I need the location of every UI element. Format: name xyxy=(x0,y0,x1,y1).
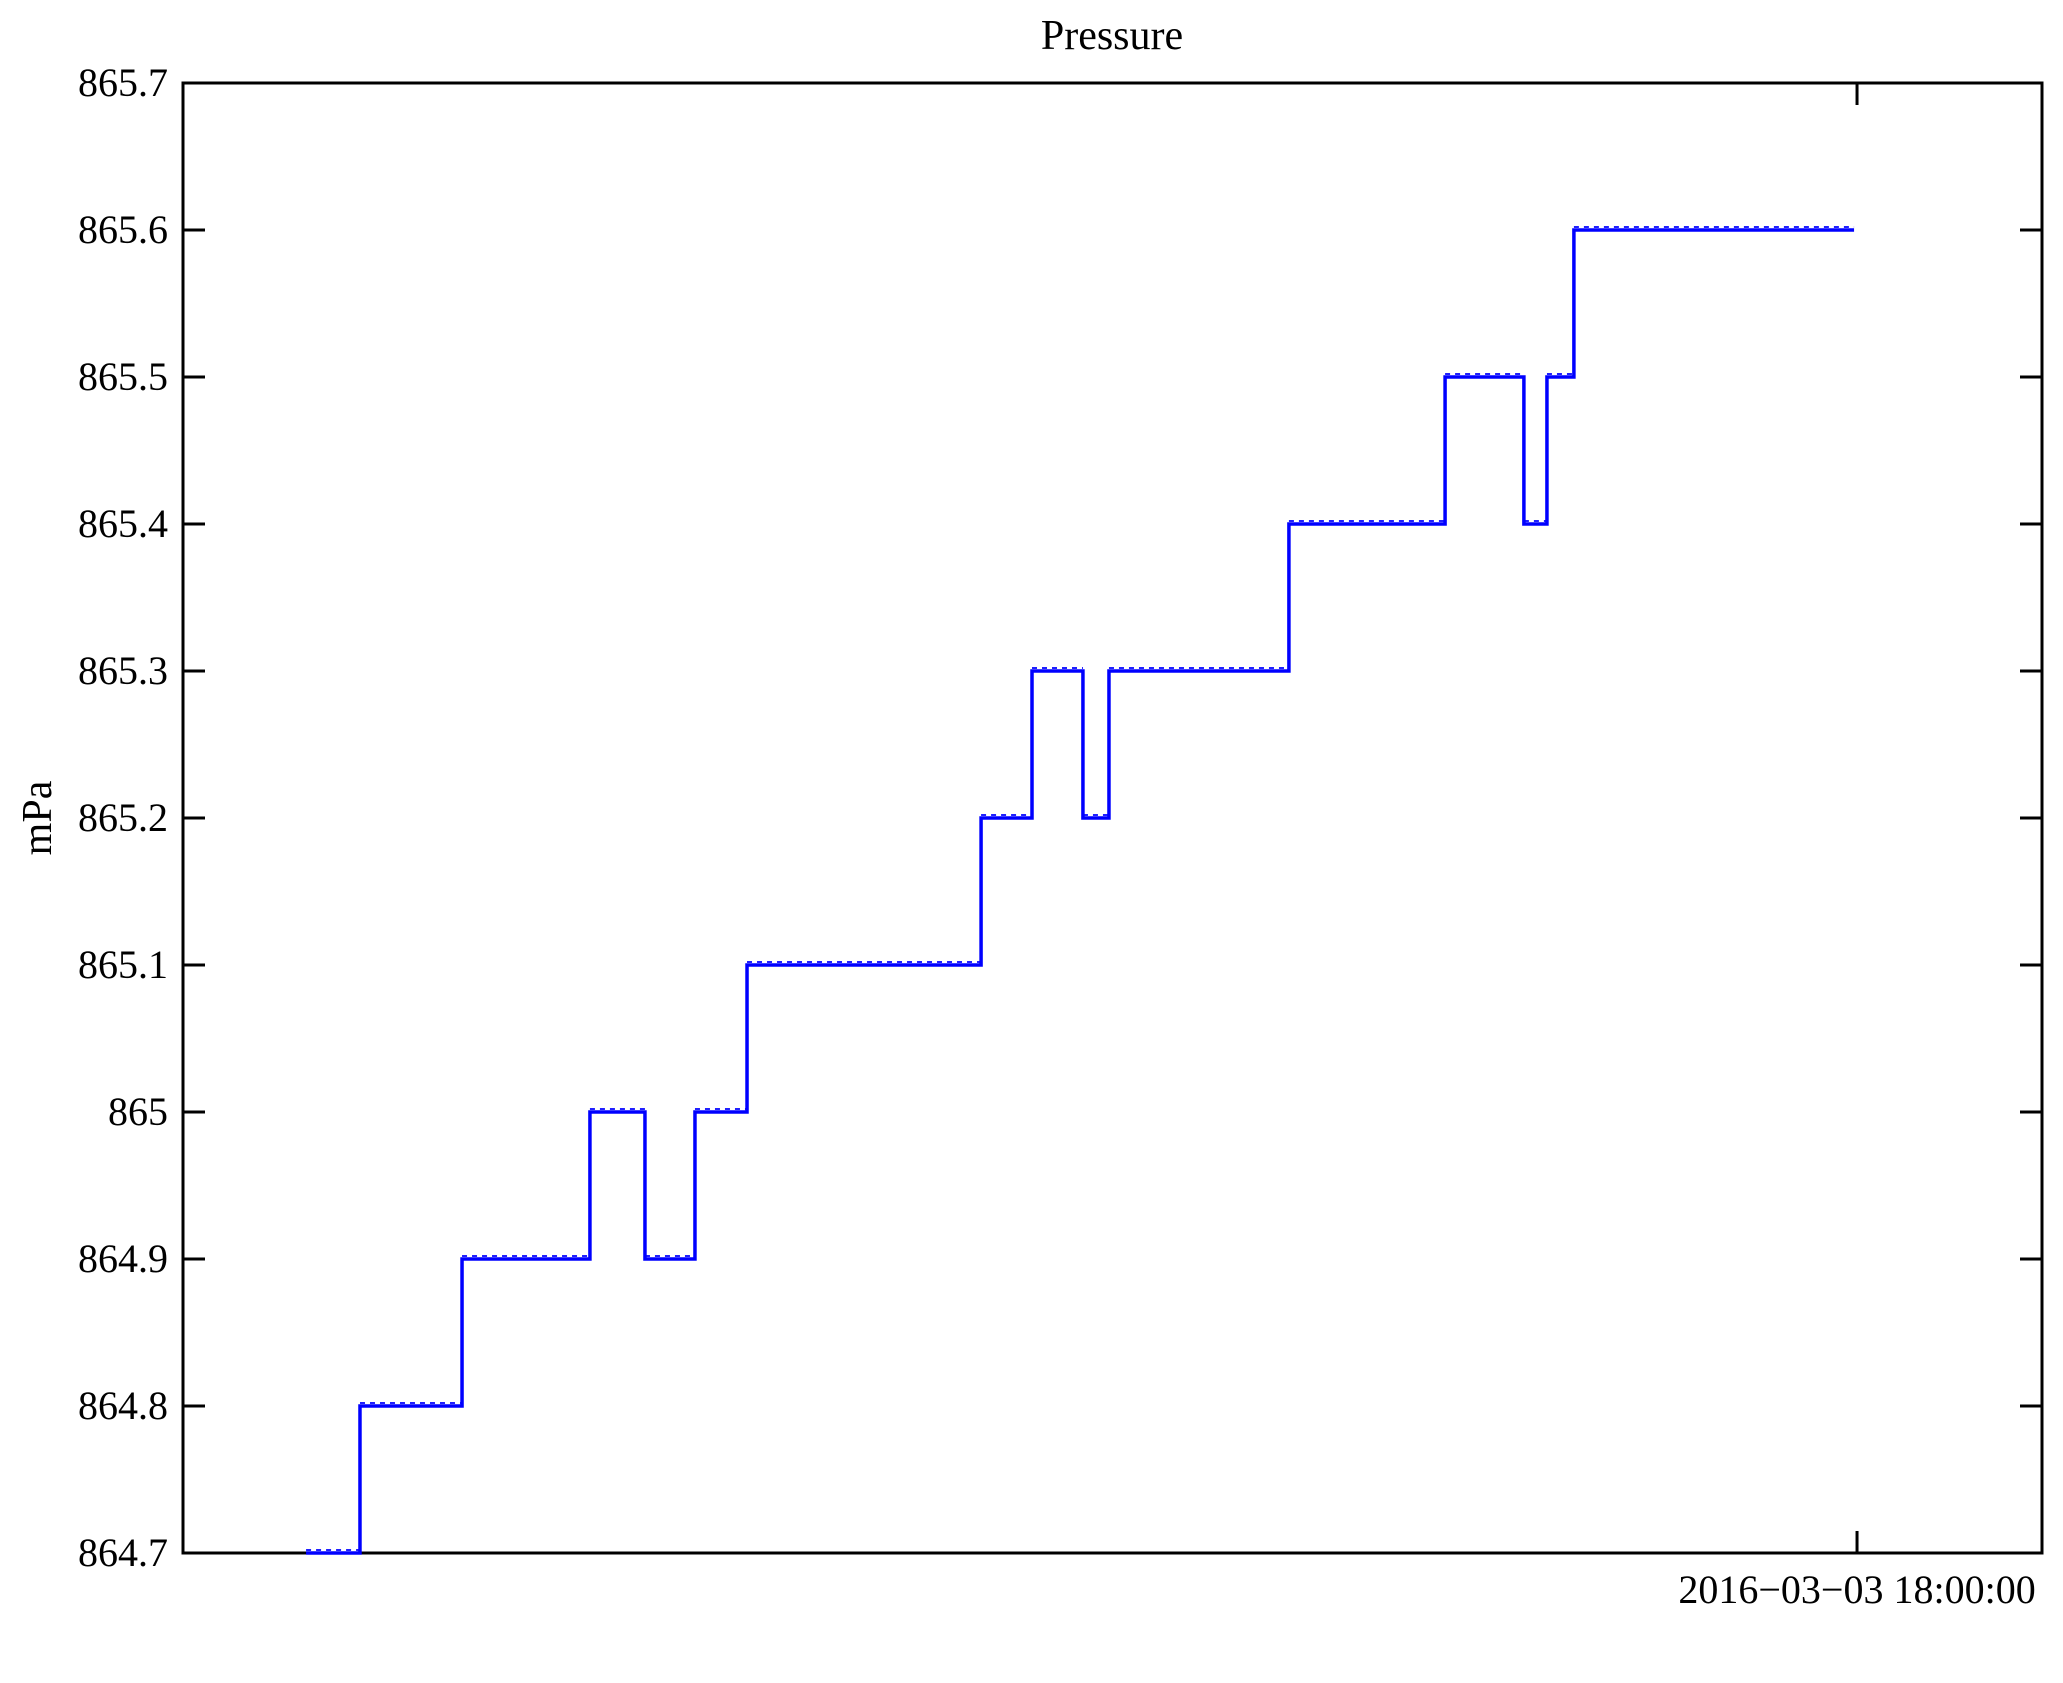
y-tick-label: 864.9 xyxy=(78,1236,168,1281)
y-tick-label: 865.3 xyxy=(78,648,168,693)
y-tick-label: 865.5 xyxy=(78,354,168,399)
pressure-step-line xyxy=(306,228,1855,1555)
y-tick-label: 865.2 xyxy=(78,795,168,840)
chart-title: Pressure xyxy=(1040,13,1184,59)
x-tick-label: 2016−03−03 18:00:00 xyxy=(1678,1567,2036,1612)
y-tick-label: 865.7 xyxy=(78,60,168,105)
y-tick-label: 864.7 xyxy=(78,1530,168,1575)
y-tick-label: 865 xyxy=(108,1089,168,1134)
y-tick-label: 864.8 xyxy=(78,1383,168,1428)
y-tick-label: 865.1 xyxy=(78,942,168,987)
y-tick-label: 865.6 xyxy=(78,207,168,252)
y-tick-label: 865.4 xyxy=(78,501,168,546)
